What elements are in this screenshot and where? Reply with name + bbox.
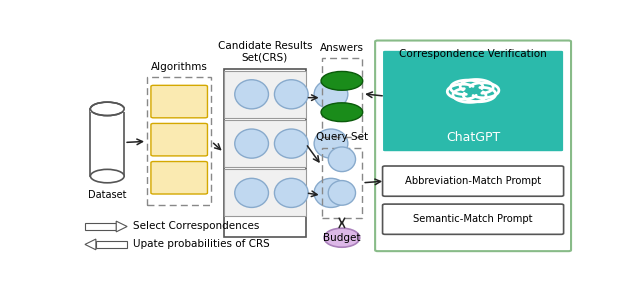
Ellipse shape bbox=[90, 102, 124, 116]
Bar bbox=[224, 71, 306, 118]
Ellipse shape bbox=[235, 80, 269, 109]
Polygon shape bbox=[116, 221, 127, 232]
Text: Answers: Answers bbox=[320, 43, 364, 53]
Polygon shape bbox=[85, 239, 96, 250]
Bar bbox=[224, 120, 306, 167]
Ellipse shape bbox=[275, 80, 308, 109]
Text: Abbreviation-Match Prompt: Abbreviation-Match Prompt bbox=[405, 176, 541, 186]
Text: Dataset: Dataset bbox=[88, 189, 127, 200]
FancyBboxPatch shape bbox=[383, 204, 564, 234]
Circle shape bbox=[321, 72, 363, 90]
Text: Semantic-Match Prompt: Semantic-Match Prompt bbox=[413, 214, 533, 224]
Text: Candidate Results
Set(CRS): Candidate Results Set(CRS) bbox=[218, 41, 312, 63]
FancyBboxPatch shape bbox=[383, 166, 564, 196]
Text: Correspondence Verification: Correspondence Verification bbox=[399, 49, 547, 59]
Bar bbox=[85, 223, 116, 230]
Ellipse shape bbox=[90, 169, 124, 183]
Ellipse shape bbox=[275, 178, 308, 207]
FancyBboxPatch shape bbox=[151, 162, 207, 194]
Ellipse shape bbox=[235, 129, 269, 158]
Text: ChatGPT: ChatGPT bbox=[446, 132, 500, 145]
Ellipse shape bbox=[275, 129, 308, 158]
Text: Query Set: Query Set bbox=[316, 132, 368, 143]
Bar bbox=[90, 109, 124, 176]
FancyBboxPatch shape bbox=[383, 51, 563, 151]
Text: Upate probabilities of CRS: Upate probabilities of CRS bbox=[133, 239, 270, 249]
Circle shape bbox=[321, 103, 363, 122]
Bar bbox=[224, 68, 306, 237]
Text: Select Correspondences: Select Correspondences bbox=[133, 221, 259, 232]
Ellipse shape bbox=[314, 178, 348, 207]
Bar bbox=[224, 169, 306, 217]
Ellipse shape bbox=[235, 178, 269, 207]
FancyBboxPatch shape bbox=[151, 123, 207, 156]
Ellipse shape bbox=[314, 80, 348, 109]
FancyBboxPatch shape bbox=[375, 40, 571, 251]
FancyBboxPatch shape bbox=[151, 85, 207, 118]
Ellipse shape bbox=[328, 147, 356, 172]
Text: Algorithms: Algorithms bbox=[151, 62, 207, 72]
Ellipse shape bbox=[328, 180, 356, 205]
Ellipse shape bbox=[314, 129, 348, 158]
Bar bbox=[96, 241, 127, 248]
Text: Budget: Budget bbox=[323, 233, 360, 243]
Ellipse shape bbox=[324, 228, 360, 247]
Bar bbox=[90, 108, 125, 112]
